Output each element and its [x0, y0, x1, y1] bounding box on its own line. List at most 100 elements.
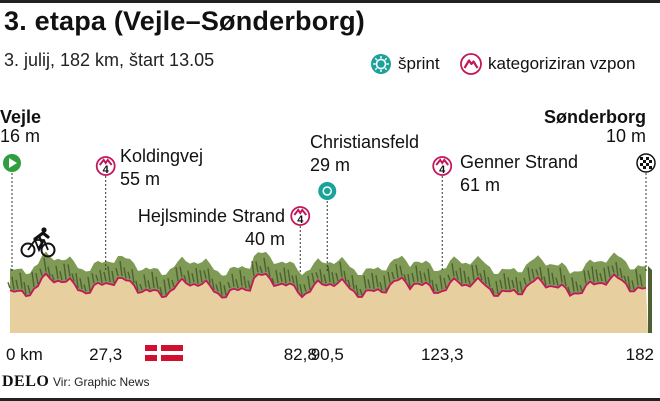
sprint-icon: [371, 54, 391, 74]
terrain-ridge: [363, 275, 367, 289]
terrain-ridge: [263, 257, 267, 273]
terrain-ridge: [475, 264, 479, 276]
terrain-ridge: [59, 271, 63, 281]
terrain-ridge: [367, 279, 371, 289]
terrain-ridge: [79, 277, 83, 290]
place-name: Genner Strand: [460, 152, 578, 172]
terrain-ridge: [19, 272, 23, 289]
place-elevation: 29 m: [310, 155, 350, 175]
terrain-ridge: [447, 274, 451, 281]
place-elevation: 10 m: [606, 126, 646, 146]
terrain-ridge: [499, 279, 503, 289]
terrain-ridge: [451, 263, 455, 277]
climb-marker-icon: [95, 156, 116, 176]
source-credit: Vir: Graphic News: [53, 375, 150, 389]
terrain-ridge: [171, 279, 175, 288]
terrain-ridge: [399, 265, 403, 276]
terrain-ridge: [595, 269, 599, 282]
terrain-ridge: [539, 266, 543, 281]
terrain-ridge: [187, 270, 191, 284]
terrain-ridge: [67, 264, 71, 277]
terrain-ridge: [87, 276, 91, 291]
finish-check: [646, 157, 649, 160]
terrain-ridge: [275, 269, 279, 284]
terrain-ridge: [119, 260, 123, 277]
terrain-ridge: [107, 265, 111, 283]
terrain-ridge: [227, 281, 231, 289]
terrain-ridge: [135, 280, 139, 292]
terrain-ridge: [247, 280, 251, 289]
place-name: Hejlsminde Strand: [138, 206, 285, 226]
climb-marker-peak: [293, 208, 308, 216]
terrain-ridge: [519, 281, 523, 293]
terrain-ridge: [183, 274, 187, 282]
terrain-ridge: [459, 267, 463, 284]
legend-sprint: šprint: [370, 53, 440, 75]
terrain-ridge: [523, 277, 527, 286]
terrain-ridge: [111, 270, 115, 284]
terrain-ridge: [179, 266, 183, 277]
terrain-ridge: [207, 268, 211, 284]
terrain-ridge: [71, 273, 75, 282]
terrain-ridge: [603, 267, 607, 283]
terrain-ridge: [311, 272, 315, 284]
terrain-ridge: [195, 267, 199, 285]
terrain-ridge: [635, 269, 639, 286]
terrain-ridge: [567, 286, 571, 294]
terrain-ridge: [395, 264, 399, 279]
top-rule: [0, 0, 660, 3]
terrain-ridge: [531, 268, 535, 280]
start-marker-arrow: [9, 158, 17, 168]
terrain-ridge: [127, 271, 131, 280]
terrain-ridge: [51, 274, 55, 281]
terrain-ridge: [151, 271, 155, 289]
terrain-ridge: [627, 276, 631, 290]
terrain-ridge: [511, 279, 515, 289]
place-elevation: 40 m: [245, 229, 285, 249]
terrain-ridge: [359, 288, 363, 296]
terrain-ridge: [279, 272, 283, 282]
legend-sprint-label: šprint: [398, 54, 440, 73]
terrain-ridge: [575, 281, 579, 292]
finish-check: [649, 160, 652, 163]
terrain-ridge: [407, 274, 411, 288]
terrain-ridge: [35, 272, 39, 285]
terrain-ridge: [431, 279, 435, 292]
terrain-ridge: [155, 276, 159, 289]
terrain-ridge: [83, 284, 87, 292]
place-name: Vejle: [0, 107, 41, 127]
terrain-ridge: [383, 275, 387, 291]
terrain-ridge: [483, 269, 487, 285]
finish-check: [643, 166, 646, 169]
climb-category: 4: [103, 164, 110, 176]
terrain-ridge: [43, 257, 47, 272]
terrain-ridge: [7, 281, 11, 289]
terrain-ridge: [339, 261, 343, 277]
terrain-ridge: [351, 275, 355, 290]
terrain-ridge: [615, 261, 619, 277]
terrain-ridge: [319, 269, 323, 283]
terrain-ridge: [503, 273, 507, 290]
terrain-ridge: [139, 283, 143, 291]
place-elevation: 55 m: [120, 169, 160, 189]
terrain-ridge: [291, 275, 295, 284]
terrain-ridge: [31, 271, 35, 287]
terrain-end-face: [648, 266, 652, 333]
terrain-ridge: [11, 276, 15, 290]
finish-check: [643, 160, 646, 163]
terrain-ridge: [199, 270, 203, 283]
terrain-ridge: [455, 270, 459, 280]
chart-subtitle: 3. julij, 182 km, štart 13.05: [4, 50, 215, 70]
terrain-ridge: [491, 287, 495, 295]
terrain-ridge: [403, 274, 407, 281]
climb-marker-peak: [435, 158, 450, 166]
terrain-ridge: [75, 273, 79, 289]
climb-marker-icon: [290, 206, 311, 226]
terrain-ridge: [271, 277, 275, 285]
terrain-ridge: [335, 272, 339, 282]
denmark-flag-icon: [145, 345, 183, 361]
terrain-ridge: [91, 272, 95, 284]
route-line: [9, 272, 647, 299]
